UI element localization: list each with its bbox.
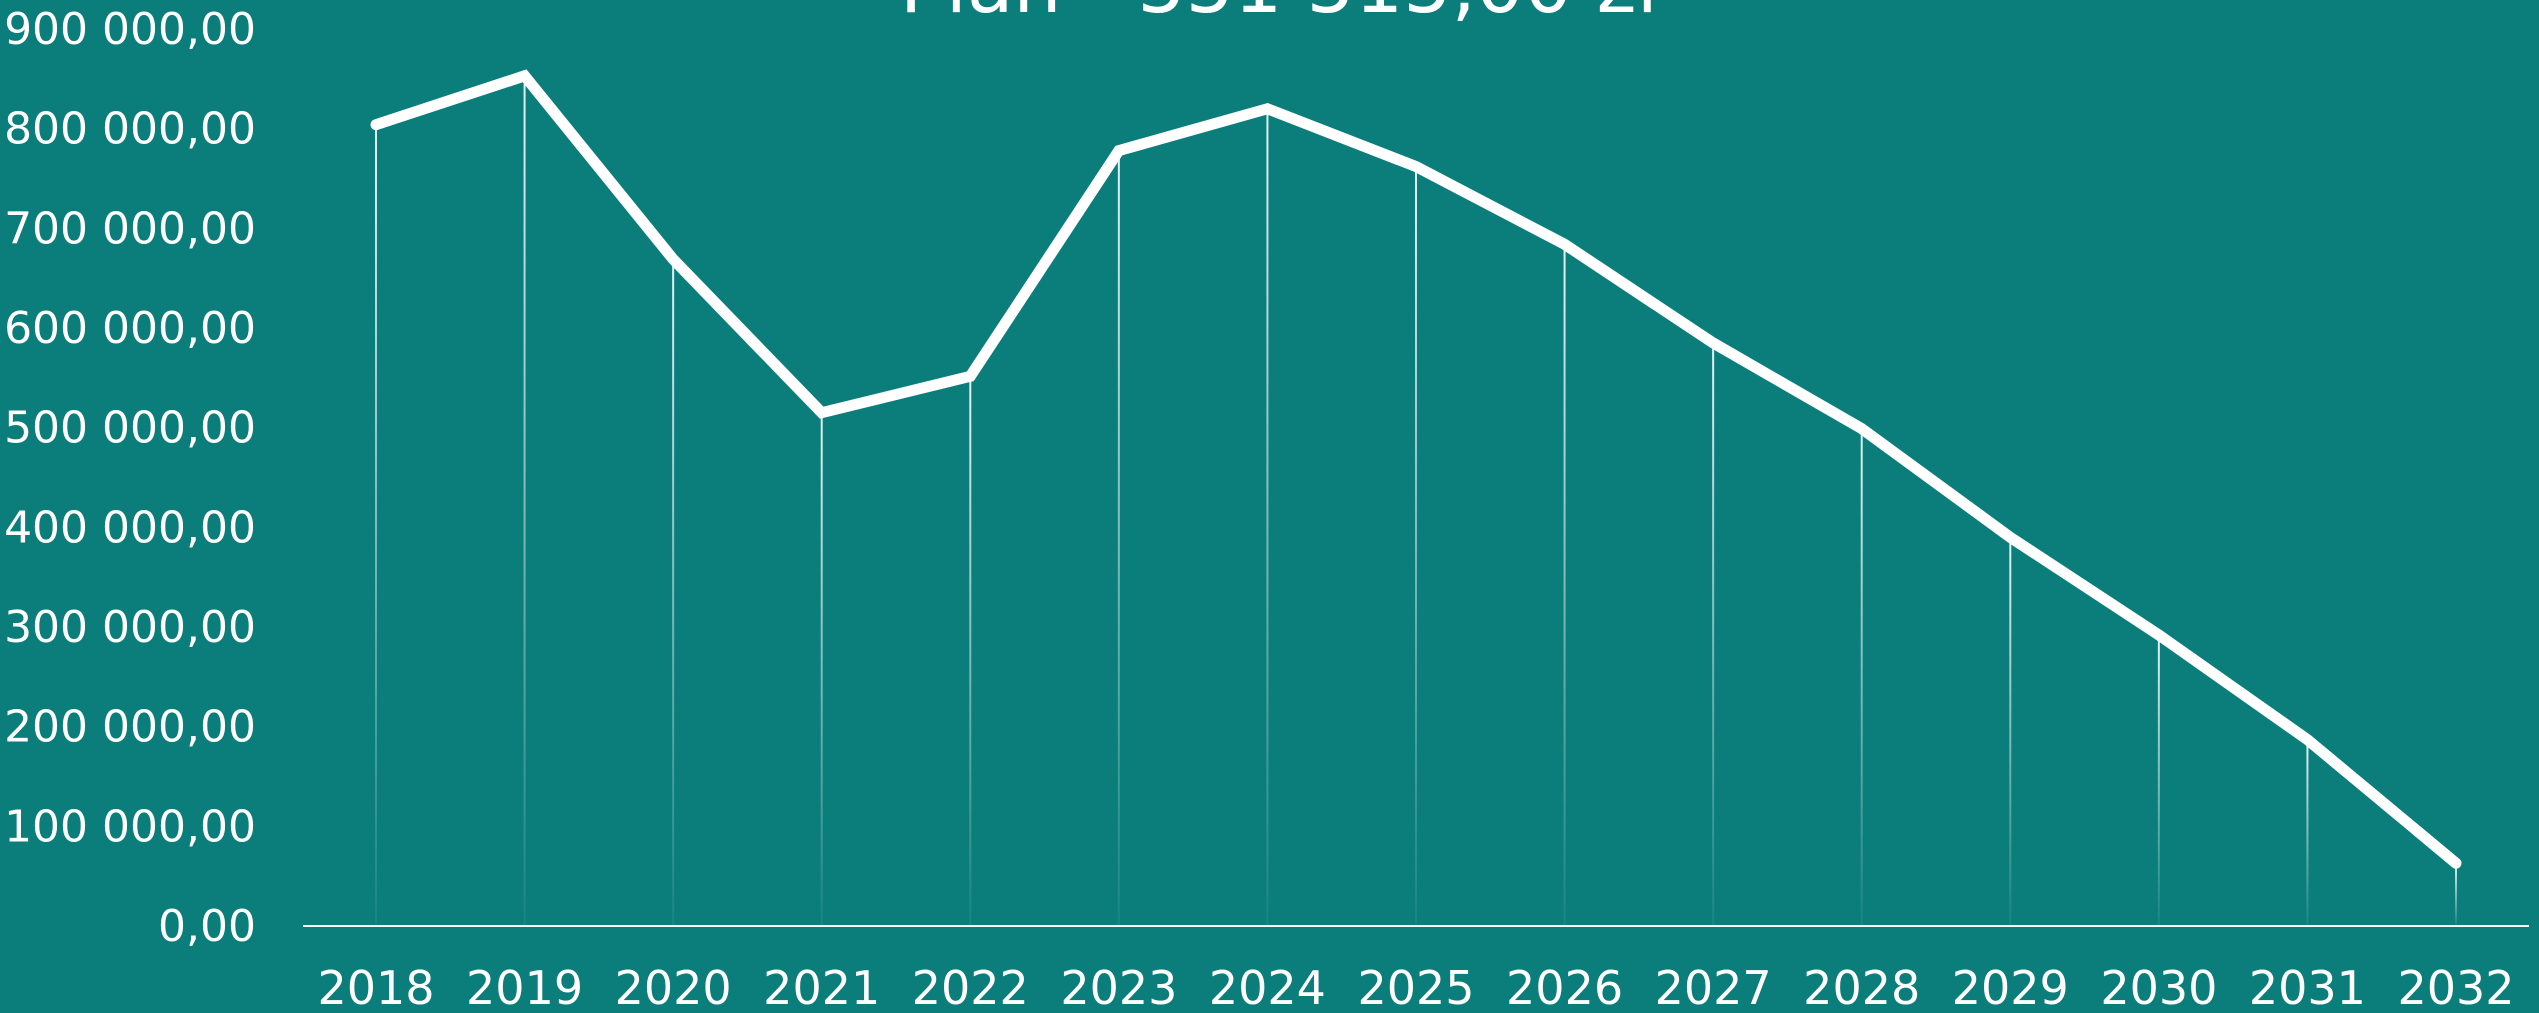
x-tick-label: 2032 <box>2397 961 2514 1013</box>
drop-line <box>1563 244 1566 926</box>
drop-line <box>2455 863 2457 926</box>
x-tick-label: 2029 <box>1952 961 2069 1013</box>
y-tick-label: 800 000,00 <box>4 104 256 155</box>
x-tick-label: 2028 <box>1803 961 1920 1013</box>
y-tick-label: 100 000,00 <box>4 801 256 852</box>
y-tick-label: 0,00 <box>158 901 256 952</box>
x-tick-label: 2027 <box>1655 961 1772 1013</box>
x-tick-label: 2023 <box>1060 961 1177 1013</box>
drop-line <box>820 412 823 926</box>
drop-line <box>2306 739 2309 926</box>
drop-line <box>2157 634 2160 926</box>
y-tick-label: 900 000,00 <box>4 4 256 55</box>
x-tick-label: 2024 <box>1209 961 1326 1013</box>
y-tick-label: 600 000,00 <box>4 303 256 354</box>
drop-line <box>523 75 526 927</box>
x-tick-label: 2030 <box>2100 961 2217 1013</box>
y-tick-label: 500 000,00 <box>4 403 256 454</box>
line-series <box>370 69 2462 869</box>
drop-line <box>1266 108 1269 926</box>
x-tick-label: 2019 <box>466 961 583 1013</box>
x-tick-label: 2021 <box>763 961 880 1013</box>
y-tick-label: 300 000,00 <box>4 602 256 653</box>
y-tick-label: 700 000,00 <box>4 203 256 254</box>
drop-line <box>969 376 972 927</box>
x-tick-label: 2022 <box>912 961 1029 1013</box>
x-tick-label: 2031 <box>2249 961 2366 1013</box>
drop-line <box>1712 342 1715 926</box>
x-tick-label: 2020 <box>615 961 732 1013</box>
x-tick-label: 2018 <box>317 961 434 1013</box>
drop-line <box>672 259 675 927</box>
x-tick-label: 2025 <box>1357 961 1474 1013</box>
drop-line <box>2009 537 2012 926</box>
y-tick-label: 400 000,00 <box>4 502 256 553</box>
x-tick-label: 2026 <box>1506 961 1623 1013</box>
chart-title: Plan - 551 515,00 zł <box>900 0 1659 30</box>
drop-line <box>1415 166 1417 927</box>
drop-line <box>1117 150 1120 927</box>
drop-line <box>375 124 377 927</box>
y-tick-label: 200 000,00 <box>4 702 256 753</box>
drop-line <box>1860 428 1863 926</box>
